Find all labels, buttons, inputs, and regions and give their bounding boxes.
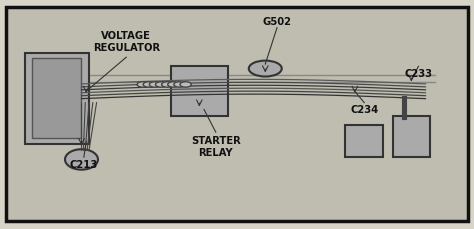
Circle shape (168, 82, 179, 88)
Circle shape (162, 82, 173, 88)
Text: STARTER
RELAY: STARTER RELAY (191, 135, 241, 157)
Text: C234: C234 (350, 105, 378, 115)
Text: VOLTAGE
REGULATOR: VOLTAGE REGULATOR (93, 31, 160, 53)
Circle shape (143, 82, 155, 88)
FancyBboxPatch shape (346, 126, 383, 158)
FancyBboxPatch shape (6, 8, 468, 221)
Circle shape (137, 82, 148, 88)
Text: C213: C213 (70, 159, 98, 169)
Circle shape (180, 82, 191, 88)
FancyBboxPatch shape (25, 53, 89, 144)
Text: C233: C233 (404, 69, 432, 79)
Circle shape (174, 82, 185, 88)
Circle shape (249, 61, 282, 77)
Circle shape (155, 82, 167, 88)
FancyBboxPatch shape (171, 67, 228, 117)
Text: G502: G502 (263, 17, 292, 27)
Ellipse shape (65, 150, 98, 170)
Circle shape (149, 82, 161, 88)
FancyBboxPatch shape (32, 59, 82, 138)
FancyBboxPatch shape (392, 117, 430, 158)
